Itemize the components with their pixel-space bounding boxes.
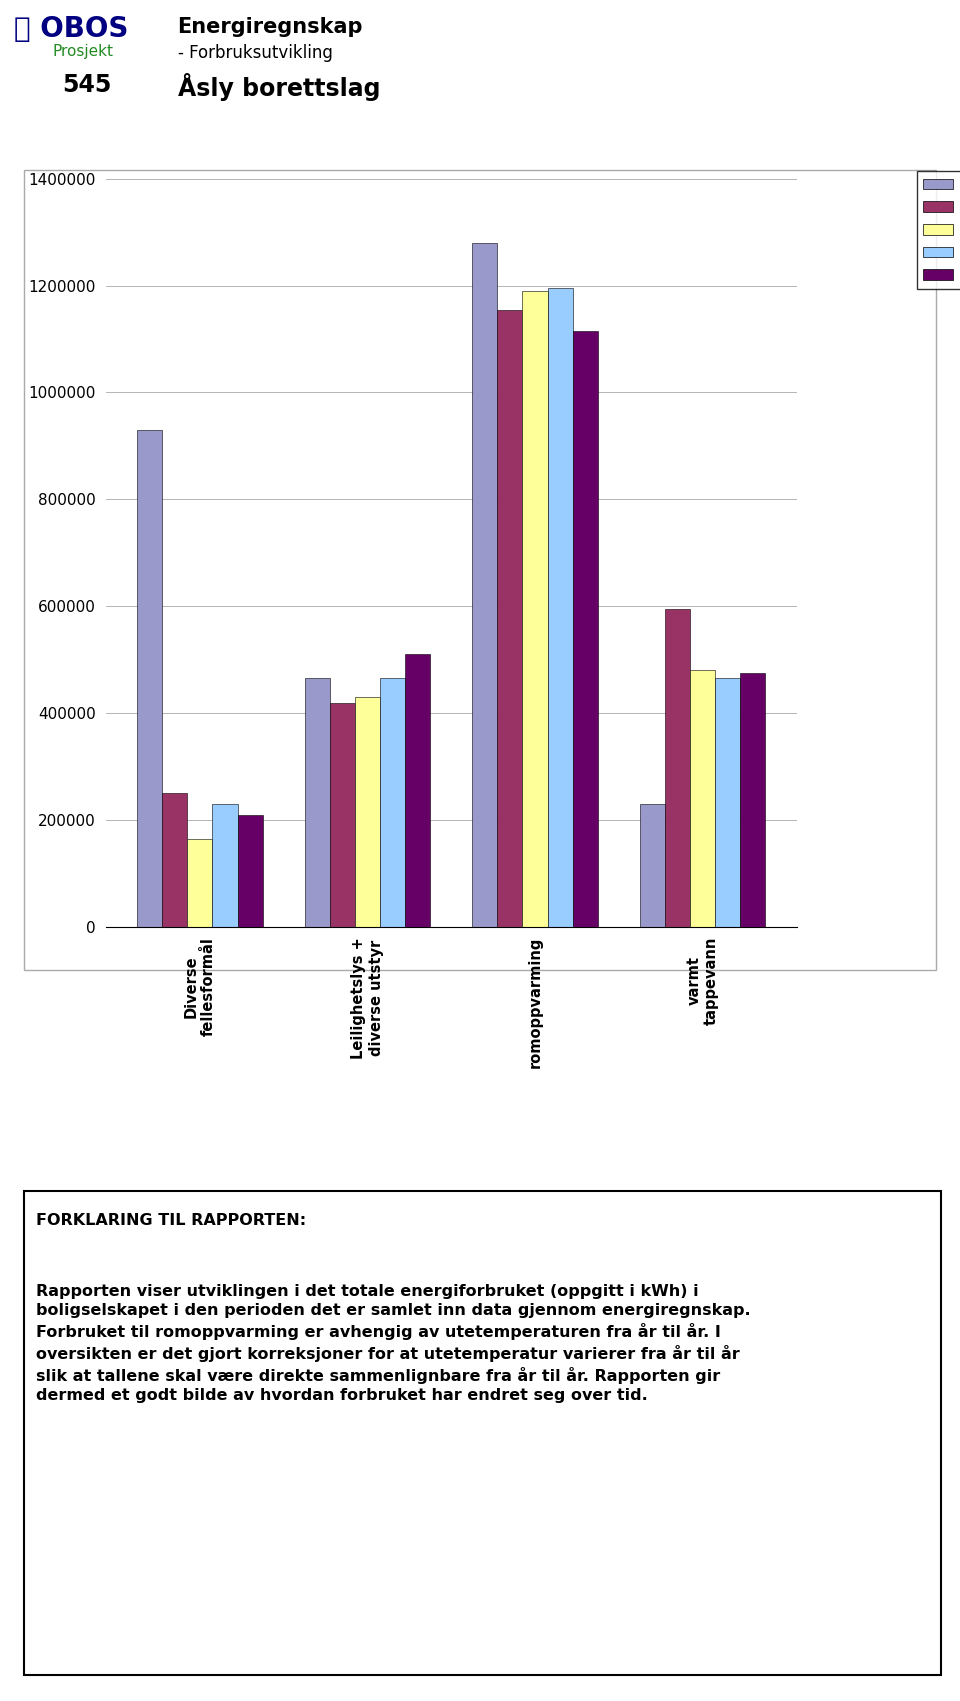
Bar bbox=[237, 815, 263, 927]
Text: Prosjekt: Prosjekt bbox=[53, 44, 114, 60]
Bar bbox=[162, 793, 187, 927]
Text: Energiregnskap: Energiregnskap bbox=[178, 17, 363, 37]
Bar bbox=[665, 609, 690, 927]
Bar bbox=[329, 703, 355, 927]
Text: 545: 545 bbox=[62, 73, 111, 97]
Bar bbox=[187, 839, 212, 927]
Text: Rapporten viser utviklingen i det totale energiforbruket (oppgitt i kWh) i
bolig: Rapporten viser utviklingen i det totale… bbox=[36, 1284, 750, 1403]
Bar bbox=[740, 674, 765, 927]
Bar bbox=[497, 310, 522, 927]
Bar bbox=[137, 430, 162, 927]
Text: Åsly borettslag: Åsly borettslag bbox=[178, 73, 380, 100]
Text: FORKLARING TIL RAPPORTEN:: FORKLARING TIL RAPPORTEN: bbox=[36, 1213, 305, 1228]
Bar bbox=[405, 655, 430, 927]
Text: - Forbruksutvikling: - Forbruksutvikling bbox=[178, 44, 332, 63]
Bar bbox=[380, 679, 405, 927]
Bar bbox=[547, 287, 573, 927]
Bar bbox=[212, 805, 237, 927]
Bar bbox=[304, 679, 329, 927]
Bar bbox=[355, 697, 380, 927]
Bar bbox=[573, 332, 598, 927]
Legend: 2005, 2007, 2008, 2009, 2010: 2005, 2007, 2008, 2009, 2010 bbox=[917, 172, 960, 289]
Bar bbox=[522, 291, 547, 927]
Bar bbox=[639, 805, 665, 927]
Text: Ⓢ OBOS: Ⓢ OBOS bbox=[14, 15, 129, 43]
Bar bbox=[715, 679, 740, 927]
Bar bbox=[472, 243, 497, 927]
Bar bbox=[690, 670, 715, 927]
